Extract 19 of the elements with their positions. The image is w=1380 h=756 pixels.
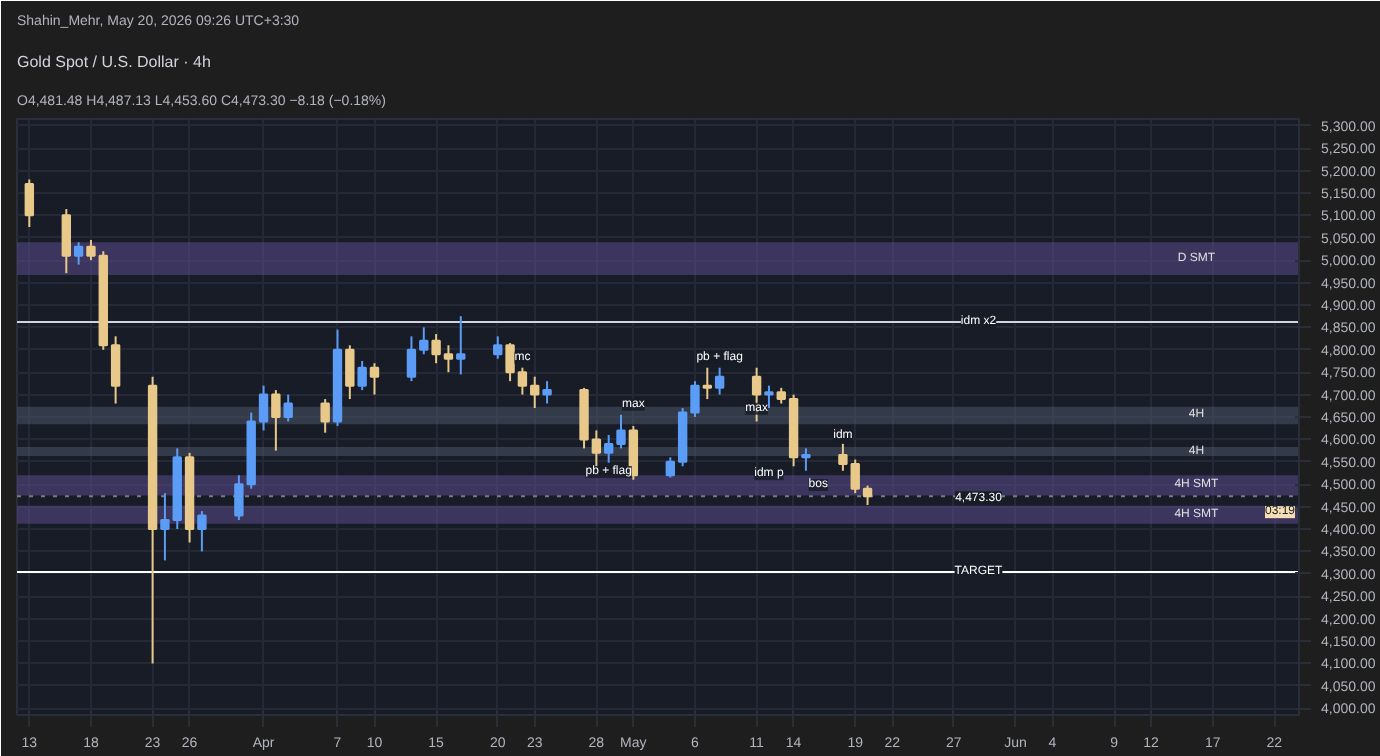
candlestick — [628, 424, 639, 481]
candlestick — [369, 362, 380, 396]
candlestick — [542, 380, 552, 405]
chart-title: Gold Spot / U.S. Dollar · 4h — [17, 53, 211, 71]
candlestick — [24, 178, 35, 228]
candlestick — [702, 366, 713, 401]
candlestick — [801, 447, 811, 472]
candlestick — [73, 241, 84, 266]
candlestick — [357, 359, 367, 392]
candlestick — [714, 366, 725, 396]
candlestick — [283, 393, 293, 423]
candlestick — [197, 510, 207, 553]
candlestick — [345, 344, 355, 401]
candlestick — [493, 335, 503, 360]
candlestick — [271, 389, 281, 452]
candlestick — [456, 315, 466, 376]
candlestick — [320, 398, 330, 434]
candlestick — [61, 208, 72, 275]
candlestick — [764, 384, 774, 410]
